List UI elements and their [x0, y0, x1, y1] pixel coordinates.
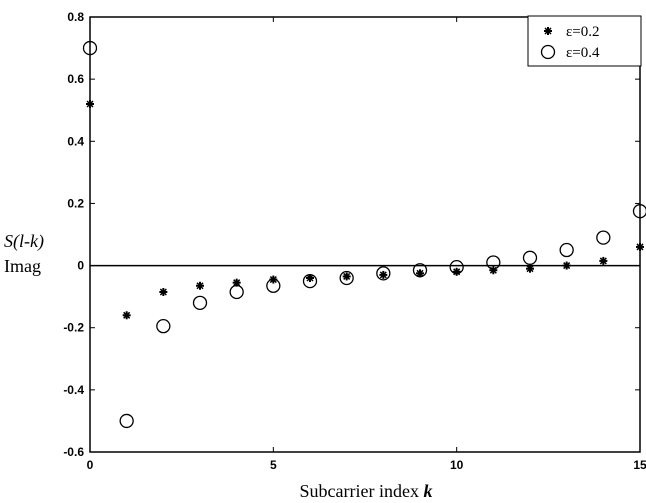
- data-point-star: [196, 281, 204, 290]
- x-axis-title-var: k: [423, 481, 432, 501]
- data-point-circle: [376, 266, 391, 281]
- data-point-circle: [632, 204, 646, 219]
- y-tick-label: 0: [77, 259, 84, 273]
- data-point-star: [159, 287, 168, 296]
- legend-star-icon: [544, 27, 552, 35]
- data-point-circle: [192, 295, 208, 311]
- data-point-star: [379, 270, 388, 279]
- y-tick-label: 0.4: [67, 134, 84, 148]
- x-tick-label: 15: [633, 458, 646, 472]
- data-point-circle: [522, 250, 538, 265]
- data-point-circle: [229, 284, 244, 300]
- data-point-star: [416, 269, 424, 278]
- x-axis-title-text: Subcarrier index: [300, 481, 424, 501]
- legend-label-series-1: ε=0.2: [566, 24, 600, 40]
- tick-labels: 0.80.60.40.20-0.2-0.4-0.60 5 10 15: [63, 10, 646, 472]
- data-point-star: [86, 100, 94, 108]
- data-point-star: [526, 264, 534, 273]
- data-point-circle: [412, 263, 428, 278]
- legend-circle-icon: [540, 44, 556, 60]
- data-point-circle: [486, 255, 501, 270]
- data-point-star: [306, 274, 314, 282]
- data-point-star: [452, 267, 461, 276]
- y-tick-label: -0.4: [63, 383, 84, 397]
- x-tick-label: 5: [270, 458, 277, 472]
- y-tick-label: -0.2: [63, 321, 84, 335]
- plot-frame: [89, 16, 641, 453]
- data-point-star: [599, 256, 608, 265]
- legend: ε=0.2 ε=0.4: [527, 15, 642, 67]
- axes: [89, 16, 641, 453]
- legend-box: [527, 15, 642, 67]
- data-point-circle: [82, 40, 98, 56]
- data-point-circle: [339, 270, 354, 286]
- data-marks: [82, 40, 646, 429]
- data-point-circle: [596, 230, 611, 245]
- data-point-star: [122, 311, 131, 320]
- y-axis-title: S(l-k) Imag: [4, 231, 44, 276]
- legend-marker-star: [544, 27, 552, 35]
- y-tick-label: 0.2: [67, 196, 84, 210]
- legend-marker-circle: [540, 44, 556, 60]
- data-point-star: [636, 242, 644, 251]
- data-point-circle: [559, 242, 574, 258]
- data-point-circle: [449, 259, 464, 275]
- y-axis-title-line1: S(l-k): [4, 231, 44, 252]
- y-tick-label: 0.8: [67, 10, 84, 24]
- x-tick-label: 10: [450, 458, 464, 472]
- x-axis-title: Subcarrier index k: [300, 481, 433, 501]
- data-point-circle: [156, 319, 171, 334]
- data-point-star: [342, 272, 351, 281]
- data-point-star: [489, 266, 498, 275]
- y-axis-title-line2: Imag: [4, 256, 41, 276]
- data-point-circle: [119, 413, 134, 429]
- x-tick-label: 0: [87, 458, 94, 472]
- legend-label-series-2: ε=0.4: [566, 45, 600, 61]
- data-point-circle: [302, 273, 318, 289]
- y-tick-label: 0.6: [67, 72, 84, 86]
- data-point-star: [562, 261, 571, 270]
- data-point-circle: [266, 278, 281, 293]
- y-tick-label: -0.6: [63, 445, 84, 459]
